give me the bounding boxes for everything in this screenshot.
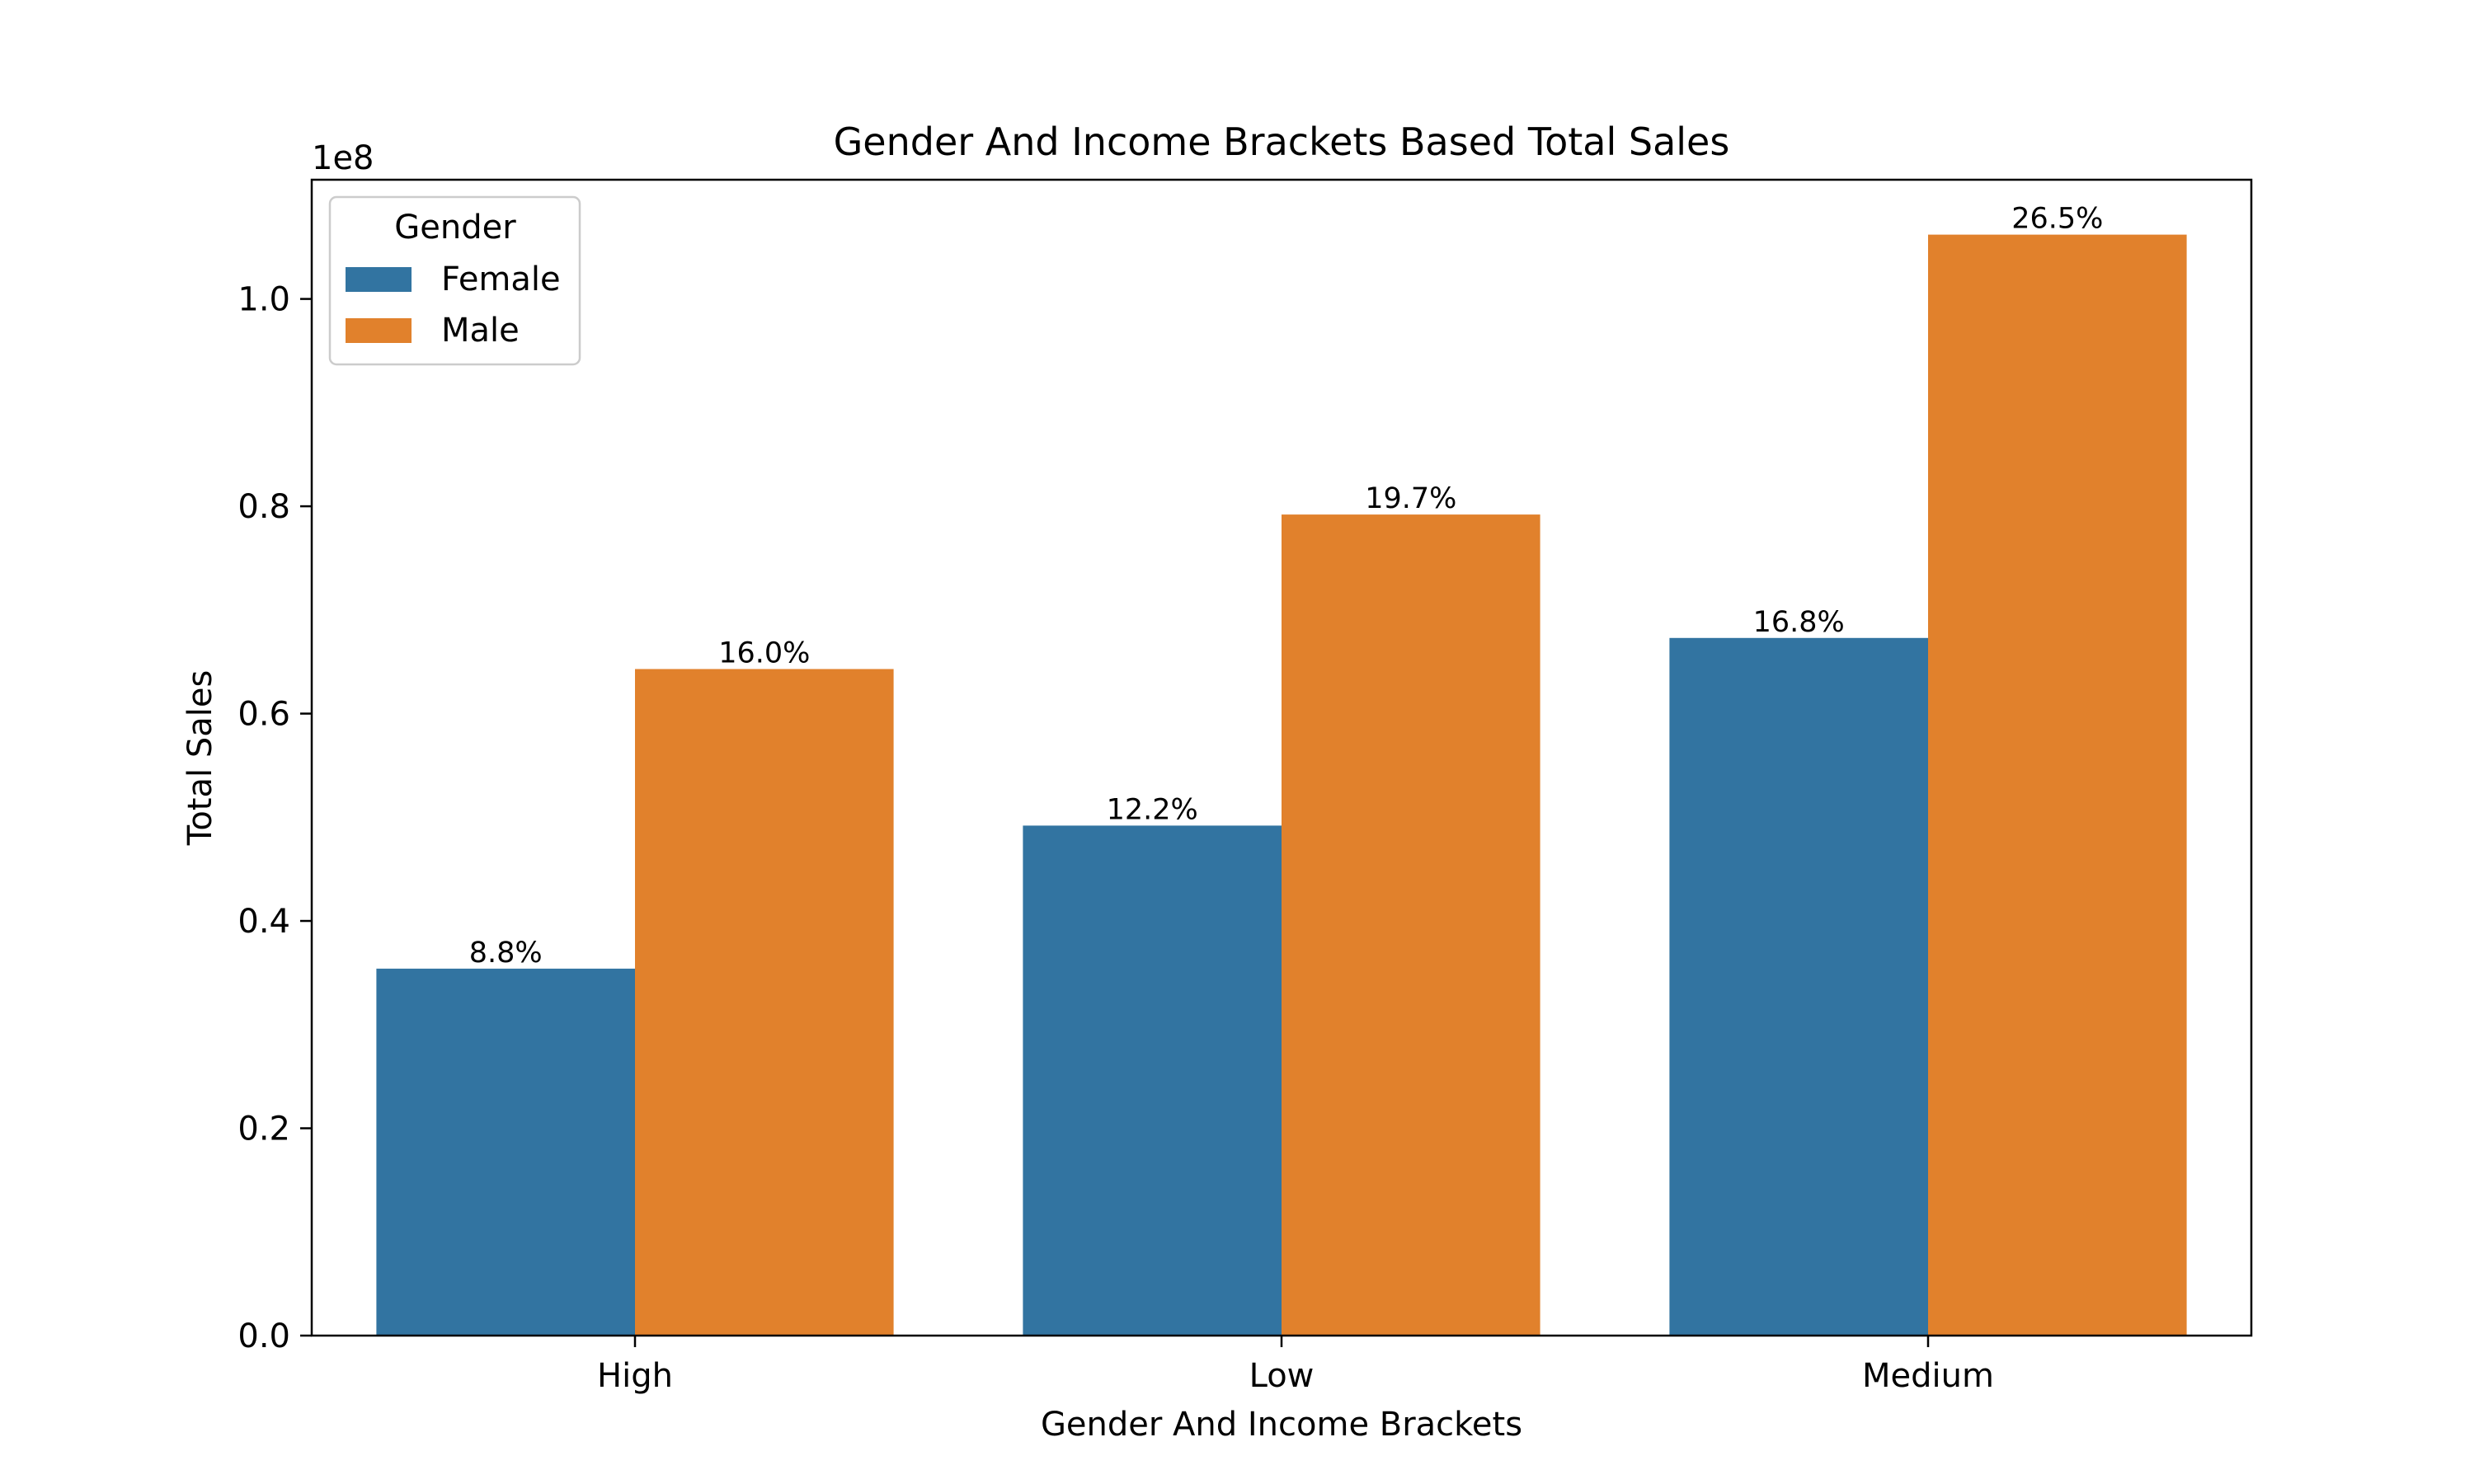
legend: Gender Female Male: [328, 195, 581, 366]
bar-male-low: [1282, 514, 1540, 1336]
y-axis-label: Total Sales: [181, 670, 219, 847]
y-tick-label: 0.0: [238, 1317, 290, 1355]
x-axis: High Low Medium: [597, 1336, 1994, 1395]
y-tick-label: 0.2: [238, 1111, 290, 1148]
bar-female-high: [376, 968, 635, 1336]
bar-value-label: 19.7%: [1365, 482, 1456, 515]
legend-label-male: Male: [441, 312, 520, 350]
y-tick-label: 0.4: [238, 903, 290, 941]
bar-value-label: 16.8%: [1753, 606, 1845, 639]
bar-value-label: 16.0%: [718, 637, 810, 670]
bar-value-label: 8.8%: [469, 937, 543, 970]
bar-male-high: [635, 669, 894, 1336]
y-axis: 0.0 0.2 0.4 0.6 0.8 1.0: [238, 281, 312, 1355]
legend-label-female: Female: [441, 261, 561, 298]
chart-title: Gender And Income Brackets Based Total S…: [834, 120, 1730, 164]
bar-male-medium: [1928, 234, 2187, 1336]
y-tick-label: 0.6: [238, 696, 290, 734]
legend-title: Gender: [394, 209, 516, 247]
x-tick-label: High: [597, 1357, 673, 1395]
bar-value-label: 12.2%: [1107, 793, 1198, 826]
x-tick-label: Medium: [1862, 1357, 1994, 1395]
legend-swatch-male: [346, 318, 412, 343]
y-tick-label: 1.0: [238, 281, 290, 319]
y-tick-label: 0.8: [238, 488, 290, 526]
bar-labels-layer: 8.8% 12.2% 16.8% 16.0% 19.7% 26.5%: [469, 203, 2104, 970]
legend-swatch-female: [346, 267, 412, 292]
bars-layer: [376, 234, 2187, 1336]
y-offset-label: 1e8: [312, 139, 374, 177]
bar-female-low: [1023, 825, 1282, 1336]
x-axis-label: Gender And Income Brackets: [1041, 1406, 1522, 1444]
bar-female-medium: [1669, 637, 1928, 1336]
x-tick-label: Low: [1249, 1357, 1315, 1395]
bar-value-label: 26.5%: [2011, 203, 2103, 236]
